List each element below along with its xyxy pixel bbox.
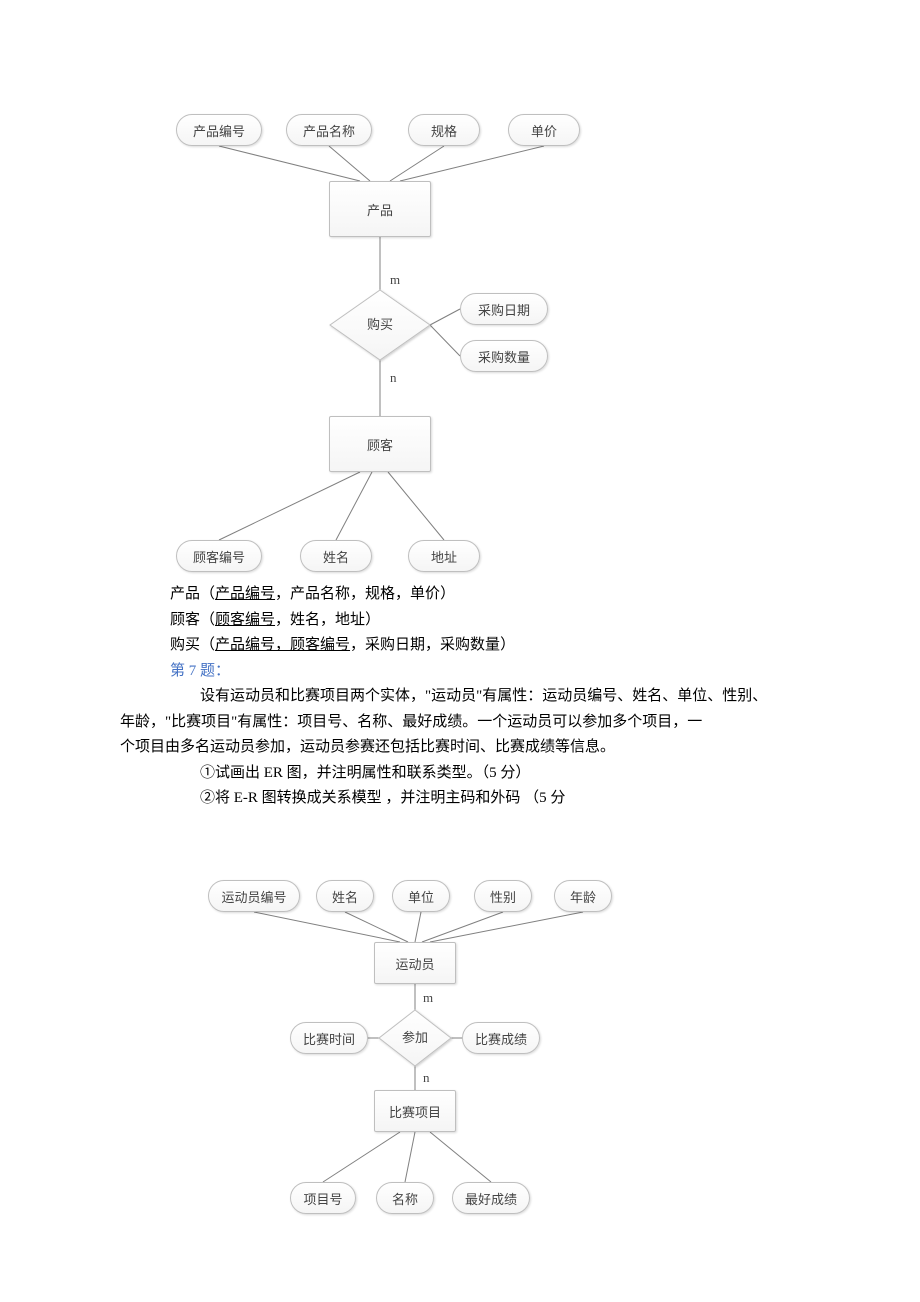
event-attr-1: 名称 [376,1182,434,1214]
purchase-rel-attr-0: 采购日期 [460,293,548,325]
product-attr-1: 产品名称 [286,114,372,146]
question-para-cont2: 个项目由多名运动员参加，运动员参赛还包括比赛时间、比赛成绩等信息。 [120,735,790,761]
product-attr-2: 规格 [408,114,480,146]
cardinality-m: m [390,272,400,288]
question-para: 设有运动员和比赛项目两个实体，"运动员"有属性：运动员编号、姓名、单位、性别、 [170,684,790,710]
athlete-attr-0: 运动员编号 [208,880,300,912]
purchase-rel-attr-1: 采购数量 [460,340,548,372]
question-para-cont: 年龄，"比赛项目"有属性：项目号、名称、最好成绩。一个运动员可以参加多个项目，一 [120,710,790,736]
athlete-attr-3: 性别 [474,880,532,912]
event-attr-0: 项目号 [290,1182,356,1214]
product-entity: 产品 [329,181,431,237]
question-heading: 第 7 题： [170,659,790,685]
svg-text:购买: 购买 [367,317,393,332]
customer-attr-0: 顾客编号 [176,540,262,572]
athlete-attr-2: 单位 [392,880,450,912]
customer-attr-1: 姓名 [300,540,372,572]
cardinality-m-2: m [423,990,433,1006]
answer-text-block: 产品（产品编号，产品名称，规格，单价） 顾客（顾客编号，姓名，地址） 购买（产品… [170,582,790,812]
task-2: ②将 E-R 图转换成关系模型 ，并注明主码和外码 （5 分 [170,786,790,812]
relation-purchase: 购买（产品编号，顾客编号，采购日期，采购数量） [170,633,790,659]
cardinality-n: n [390,370,397,386]
athlete-attr-1: 姓名 [316,880,374,912]
task-1: ①试画出 ER 图，并注明属性和联系类型。（5 分） [170,761,790,787]
product-attr-0: 产品编号 [176,114,262,146]
customer-entity: 顾客 [329,416,431,472]
event-attr-2: 最好成绩 [452,1182,530,1214]
relation-customer: 顾客（顾客编号，姓名，地址） [170,608,790,634]
cardinality-n-2: n [423,1070,430,1086]
relation-product: 产品（产品编号，产品名称，规格，单价） [170,582,790,608]
participate-rel-attr-1: 比赛成绩 [462,1022,540,1054]
product-attr-3: 单价 [508,114,580,146]
athlete-attr-4: 年龄 [554,880,612,912]
svg-text:参加: 参加 [402,1030,428,1045]
athlete-entity: 运动员 [374,942,456,984]
customer-attr-2: 地址 [408,540,480,572]
event-entity: 比赛项目 [374,1090,456,1132]
page: 购买 参加 产品编号产品名称规格单价采购日期采购数量顾客编号姓名地址产品顾客mn… [0,0,920,1302]
participate-rel-attr-0: 比赛时间 [290,1022,368,1054]
